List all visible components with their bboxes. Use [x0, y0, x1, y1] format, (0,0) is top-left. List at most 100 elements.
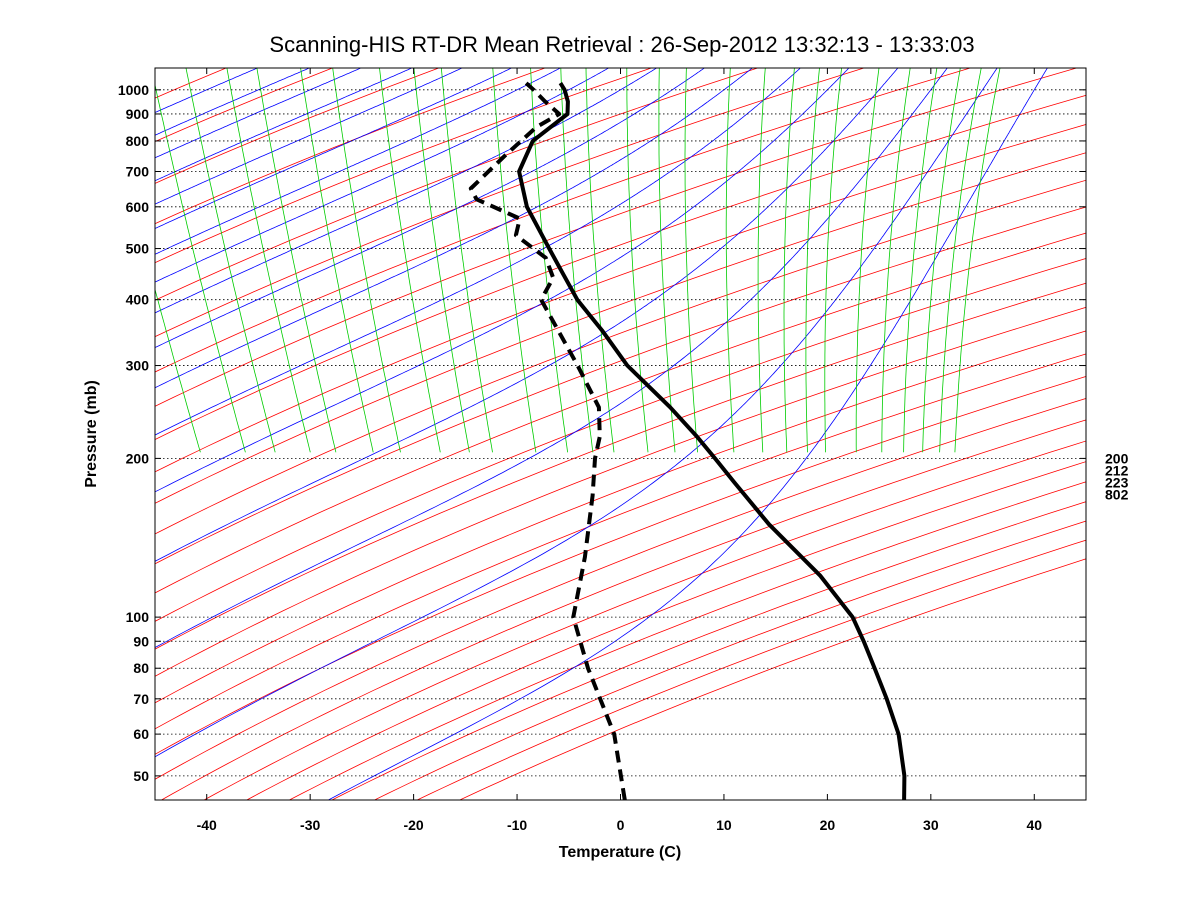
- mixing-ratio-line: [379, 68, 441, 453]
- mixing-ratio-line: [903, 68, 938, 453]
- moist-adiabat: [155, 68, 657, 314]
- mixing-ratio-line: [824, 68, 842, 453]
- y-tick-label: 1000: [118, 82, 149, 98]
- y-axis-label: Pressure (mb): [83, 380, 100, 488]
- y-tick-label: 80: [133, 660, 149, 676]
- plot-area: [155, 68, 1086, 800]
- dry-adiabat: [374, 520, 1086, 800]
- y-tick-label: 600: [126, 199, 150, 215]
- mixing-ratio-line: [413, 68, 470, 453]
- x-tick-label: 30: [923, 817, 939, 833]
- dry-adiabat: [155, 206, 1086, 565]
- dry-adiabat: [155, 330, 1086, 704]
- dry-adiabat: [331, 501, 1086, 800]
- moist-adiabat: [155, 68, 705, 349]
- dewpoint-profile: [468, 81, 627, 800]
- dry-adiabat: [155, 68, 652, 264]
- mixing-ratio-line: [492, 68, 537, 453]
- x-tick-label: -10: [507, 817, 527, 833]
- dry-adiabat: [155, 68, 971, 373]
- dry-adiabat: [155, 68, 758, 301]
- mixing-ratio-line: [922, 68, 961, 453]
- x-tick-label: -40: [197, 817, 217, 833]
- dry-adiabat: [155, 353, 1086, 730]
- dry-adiabat: [155, 124, 1086, 473]
- mixing-ratio-line: [855, 68, 880, 453]
- dry-adiabat: [155, 232, 1086, 594]
- dry-adiabat: [417, 539, 1086, 800]
- y-tick-label: 400: [126, 292, 150, 308]
- x-tick-label: -20: [403, 817, 423, 833]
- y-tick-label: 60: [133, 726, 149, 742]
- mixing-ratio-line: [954, 68, 1001, 453]
- mixing-ratio-line: [939, 68, 982, 453]
- x-axis-ticks: -40 -30 -20 -10 0 10 20 30 40: [197, 68, 1042, 833]
- y-tick-label: 200: [126, 450, 150, 466]
- moist-adiabat: [155, 68, 948, 649]
- dry-adiabat: [459, 558, 1086, 800]
- moist-adiabat: [155, 68, 850, 493]
- mixing-ratio-line: [155, 83, 246, 453]
- side-label: 200: [1105, 450, 1129, 466]
- mixing-ratio-line: [256, 68, 337, 453]
- y-tick-label: 700: [126, 164, 150, 180]
- y-axis-ticks: 50 60 70 80 90 100 200 300 400 500 600 700 800 900 100…: [118, 82, 1086, 784]
- mixing-ratio-line: [757, 68, 766, 453]
- x-tick-label: -30: [300, 817, 320, 833]
- mixing-ratio-line: [300, 68, 374, 453]
- mixing-ratio-line: [658, 68, 676, 453]
- moist-adiabat: [155, 68, 561, 255]
- moist-adiabat: [155, 68, 310, 136]
- mixing-ratio-line: [530, 68, 568, 453]
- mixing-ratio-line: [560, 68, 594, 453]
- moist-adiabat: [155, 68, 412, 182]
- x-axis-label: Temperature (C): [559, 844, 681, 861]
- mixing-ratio-line: [332, 68, 401, 453]
- moist-adiabat: [155, 68, 609, 283]
- moist-adiabat: [327, 68, 1048, 800]
- mixing-ratio-line: [881, 68, 911, 453]
- chart-title: Scanning-HIS RT-DR Mean Retrieval : 26-S…: [269, 32, 974, 57]
- mixing-ratio-line: [585, 68, 615, 453]
- dry-adiabat: [155, 306, 1086, 677]
- side-label: 212: [1105, 462, 1129, 478]
- dry-adiabat: [155, 94, 1086, 440]
- x-tick-label: 0: [617, 817, 625, 833]
- moist-adiabat: [155, 68, 899, 562]
- mixing-ratio-line: [725, 68, 735, 453]
- dry-adiabat: [203, 440, 1086, 800]
- y-tick-label: 900: [126, 106, 150, 122]
- dry-adiabat: [155, 398, 1086, 780]
- dry-adiabat: [155, 258, 1086, 622]
- moist-adiabat: [155, 68, 463, 205]
- sounding-profiles: [468, 81, 907, 800]
- dry-adiabat: [161, 419, 1086, 800]
- mixing-ratio-line: [684, 68, 698, 453]
- mixing-ratio-line: [626, 68, 649, 453]
- y-tick-label: 90: [133, 633, 149, 649]
- moist-adiabat: [155, 68, 362, 159]
- y-tick-label: 50: [133, 768, 149, 784]
- isobar-grid: [155, 89, 1086, 777]
- dry-adiabat: [289, 481, 1086, 800]
- y-tick-label: 500: [126, 241, 150, 257]
- dry-adiabat: [155, 68, 865, 338]
- side-label: 802: [1105, 486, 1129, 502]
- y-tick-label: 100: [126, 609, 150, 625]
- mixing-ratio-line: [783, 68, 795, 453]
- mixing-ratio-line: [185, 68, 276, 453]
- mixing-ratio-line: [805, 68, 820, 453]
- dry-adiabat: [246, 461, 1086, 800]
- x-tick-label: 20: [820, 817, 836, 833]
- moist-adiabat: [155, 68, 512, 229]
- mixing-ratio-line: [155, 287, 201, 453]
- dry-adiabat: [155, 68, 1077, 407]
- moist-adiabat: [155, 68, 258, 113]
- x-tick-label: 40: [1026, 817, 1042, 833]
- y-tick-label: 300: [126, 358, 150, 374]
- temperature-profile: [517, 82, 907, 800]
- x-tick-label: 10: [716, 817, 732, 833]
- dry-adiabat: [155, 179, 1086, 535]
- mixing-ratio-line: [226, 68, 311, 453]
